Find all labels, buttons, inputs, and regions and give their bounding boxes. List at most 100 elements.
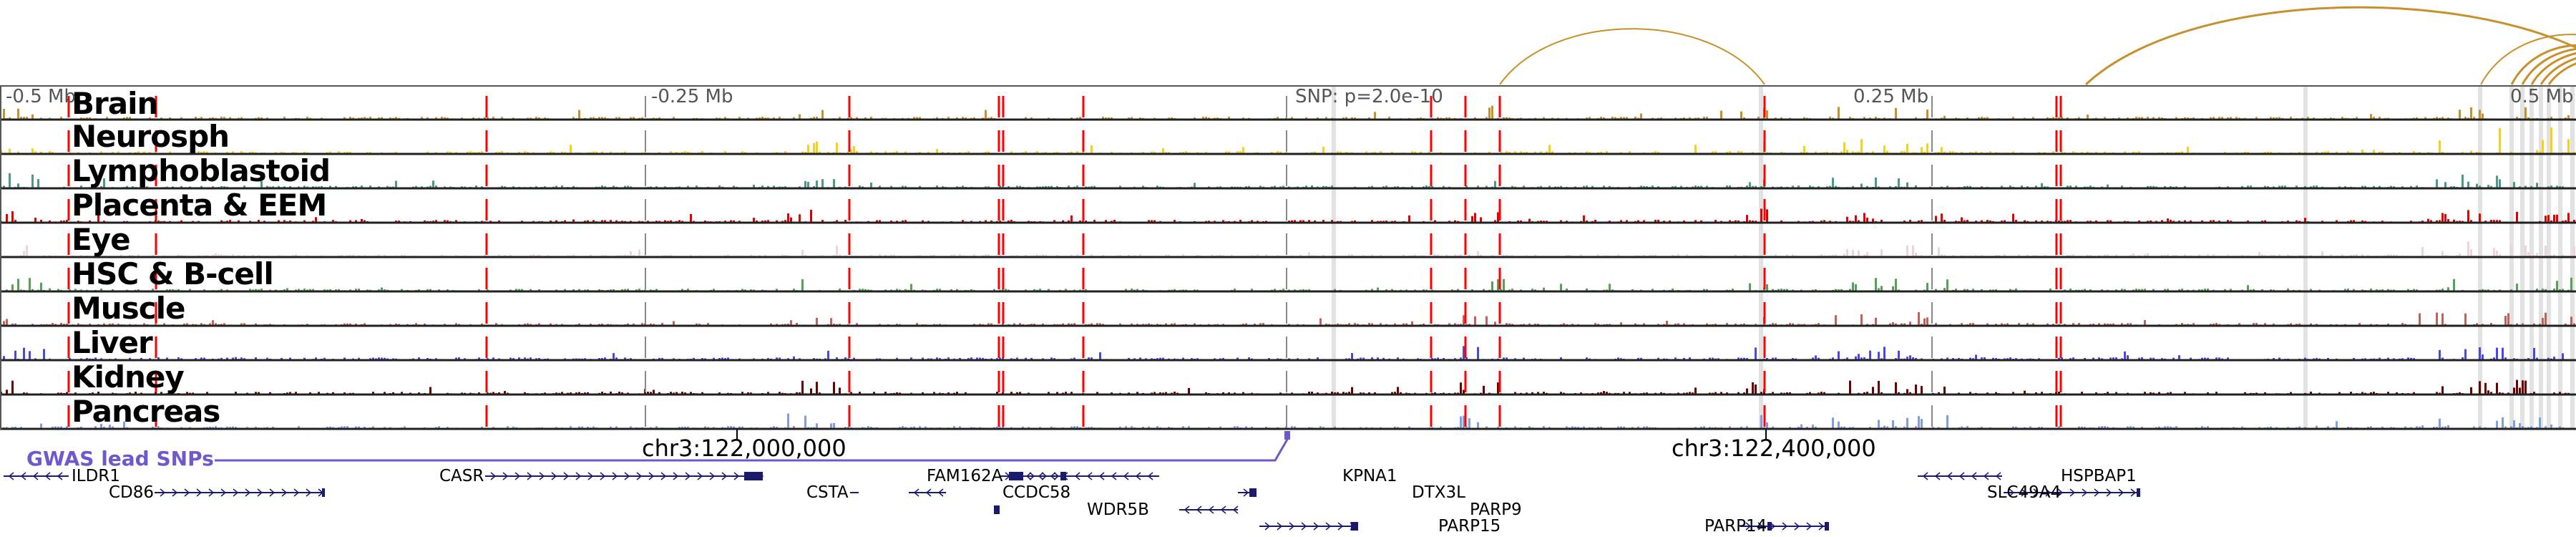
- signal-bar: [1640, 185, 1642, 188]
- signal-bar: [2264, 185, 2266, 188]
- signal-bar: [1139, 117, 1141, 119]
- signal-bar: [884, 254, 887, 256]
- signal-bar: [392, 186, 394, 188]
- signal-bar: [2201, 220, 2203, 222]
- signal-bar: [664, 186, 666, 188]
- signal-bar: [1351, 254, 1353, 256]
- signal-bar: [1617, 117, 1619, 119]
- signal-bar: [2121, 185, 2123, 188]
- signal-bar: [1468, 418, 1470, 428]
- signal-bar: [696, 323, 698, 325]
- signal-bar: [2536, 357, 2538, 359]
- signal-bar: [1603, 185, 1605, 188]
- signal-bar: [1405, 392, 1407, 394]
- signal-bar: [1030, 117, 1033, 119]
- signal-bar: [1142, 289, 1144, 291]
- signal-bar: [2462, 221, 2464, 222]
- signal-bar: [607, 324, 609, 325]
- signal-bar: [1236, 186, 1239, 188]
- signal-bar: [1846, 357, 1848, 359]
- signal-bar: [2573, 220, 2575, 222]
- signal-bar: [750, 254, 752, 256]
- signal-bar: [2350, 254, 2352, 256]
- signal-bar: [74, 289, 77, 291]
- signal-bar: [518, 151, 520, 153]
- signal-bar: [558, 392, 560, 394]
- signal-bar: [756, 117, 758, 119]
- signal-bar: [1434, 324, 1436, 325]
- signal-bar: [192, 324, 194, 325]
- signal-bar: [535, 186, 537, 188]
- signal-bar: [1028, 392, 1030, 394]
- signal-bar: [429, 289, 431, 291]
- signal-bar: [939, 289, 941, 291]
- signal-bar: [973, 427, 975, 428]
- signal-bar: [1265, 221, 1267, 222]
- signal-bar: [66, 392, 68, 394]
- signal-bar: [346, 426, 348, 428]
- signal-bar: [86, 357, 88, 359]
- signal-bar: [1514, 392, 1516, 394]
- signal-bar: [638, 289, 640, 291]
- signal-bar: [655, 426, 658, 428]
- signal-bar: [1337, 221, 1339, 222]
- signal-bar: [57, 289, 59, 291]
- signal-bar: [1216, 324, 1219, 325]
- signal-bar: [1131, 289, 1133, 291]
- signal-bar: [2350, 427, 2352, 428]
- signal-bar: [2115, 357, 2117, 359]
- signal-bar: [1611, 117, 1614, 119]
- signal-bar: [160, 392, 162, 394]
- signal-bar: [1374, 112, 1376, 119]
- signal-bar: [1772, 392, 1774, 394]
- signal-bar: [1468, 254, 1470, 256]
- signal-bar: [197, 117, 200, 119]
- signal-bar: [1285, 117, 1287, 119]
- signal-bar: [1099, 323, 1101, 325]
- signal-bar: [1992, 221, 1994, 222]
- signal-bar: [1732, 289, 1734, 291]
- signal-bar: [1586, 117, 1588, 119]
- signal-bar: [1589, 427, 1591, 428]
- signal-bar: [2041, 221, 2043, 222]
- signal-bar: [870, 183, 872, 188]
- signal-bar: [1800, 324, 1802, 325]
- signal-bar: [6, 427, 8, 428]
- signal-bar: [630, 358, 632, 359]
- signal-bar: [1377, 357, 1379, 359]
- signal-bar: [1840, 289, 1843, 291]
- signal-bar: [2321, 151, 2323, 153]
- signal-bar: [2192, 117, 2195, 119]
- signal-bar: [86, 289, 88, 291]
- signal-bar: [2118, 117, 2120, 119]
- signal-bar: [2069, 255, 2072, 256]
- signal-bar: [2172, 255, 2175, 256]
- signal-bar: [223, 186, 225, 188]
- signal-bar: [3, 109, 5, 119]
- signal-bar: [1165, 152, 1167, 153]
- signal-bar: [1823, 220, 1825, 222]
- signal-bar: [2150, 392, 2152, 394]
- signal-bar: [1214, 117, 1216, 119]
- signal-bar: [2482, 289, 2484, 291]
- signal-bar: [1414, 151, 1416, 153]
- signal-bar: [137, 289, 140, 291]
- signal-bar: [129, 254, 131, 256]
- signal-bar: [2078, 323, 2080, 325]
- signal-bar: [1703, 289, 1705, 291]
- signal-bar: [1082, 151, 1084, 153]
- signal-bar: [1958, 221, 1960, 222]
- signal-bar: [781, 221, 784, 222]
- signal-bar: [1637, 117, 1639, 119]
- signal-bar: [2499, 289, 2501, 291]
- signal-bar: [1319, 426, 1322, 428]
- signal-bar: [120, 254, 122, 256]
- signal-bar: [653, 324, 655, 325]
- signal-bar: [1420, 151, 1422, 153]
- signal-bar: [2324, 151, 2326, 153]
- signal-bar: [1234, 289, 1236, 291]
- signal-bar: [1182, 426, 1184, 428]
- signal-bar: [212, 427, 214, 428]
- signal-bar: [501, 185, 503, 188]
- signal-bar: [2230, 289, 2232, 291]
